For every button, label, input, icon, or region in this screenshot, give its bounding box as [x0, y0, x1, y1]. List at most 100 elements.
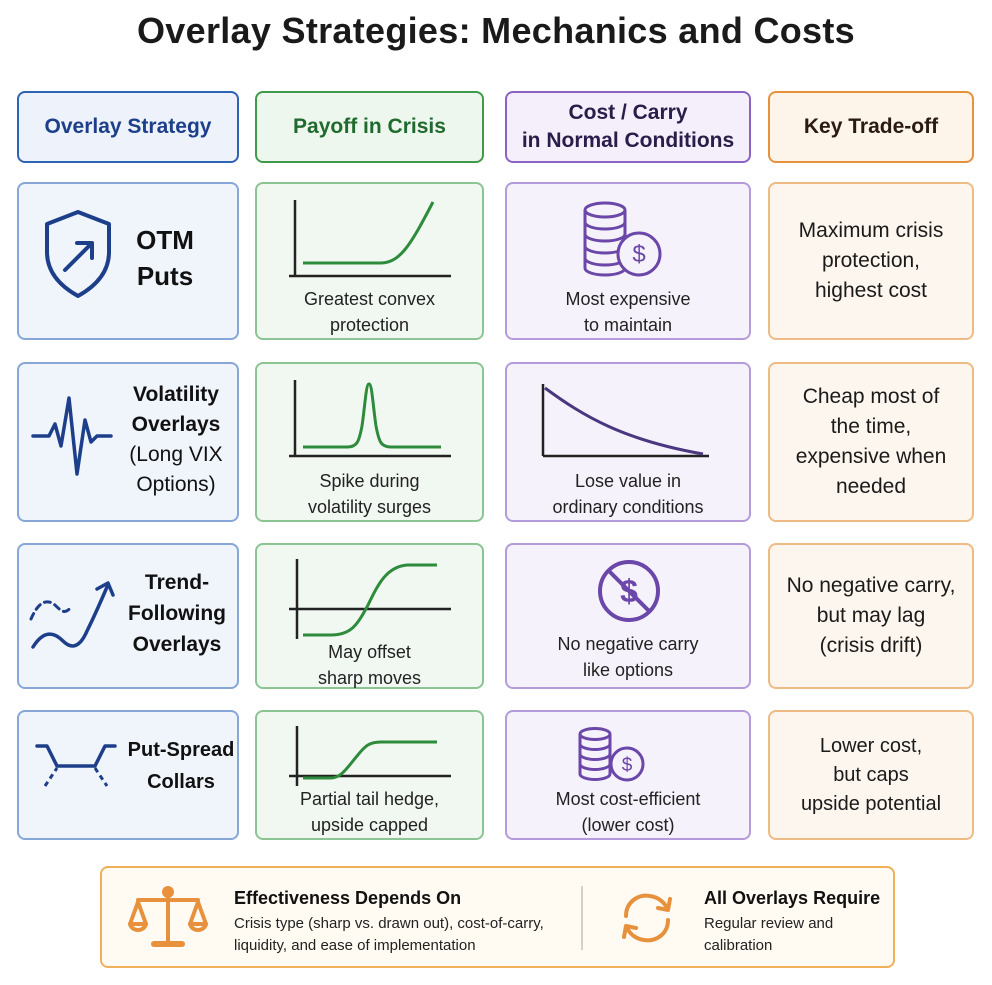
payoff-caption: Partial tail hedge, upside capped — [257, 786, 482, 838]
strategy-name: Volatility Overlays (Long VIX Options) — [121, 380, 231, 500]
caption-line: (lower cost) — [581, 815, 675, 835]
caption-line: Partial tail hedge, — [299, 789, 440, 809]
header-strategy-label: Overlay Strategy — [44, 115, 212, 138]
decay-curve-icon — [541, 384, 709, 458]
s-curve-payoff-chart-icon — [289, 559, 451, 639]
tradeoff-line: the time, — [830, 415, 912, 438]
row-collars-strategy: Put-Spread Collars — [17, 710, 239, 840]
tradeoff-text: Cheap most of the time, expensive when n… — [770, 364, 972, 520]
caption-line: No negative carry — [557, 634, 699, 654]
convex-payoff-chart-icon — [289, 200, 451, 278]
header-strategy: Overlay Strategy — [17, 91, 239, 163]
tradeoff-text: No negative carry, but may lag (crisis d… — [770, 545, 972, 687]
row-trend-payoff: May offset sharp moves — [255, 543, 484, 689]
shield-arrow-icon — [45, 210, 111, 298]
strategy-name-line: Puts — [136, 261, 194, 291]
balance-scale-icon — [128, 886, 208, 947]
header-tradeoff: Key Trade-off — [768, 91, 974, 163]
footer-text-line: liquidity, and ease of implementation — [234, 937, 476, 954]
tradeoff-line: highest cost — [814, 279, 928, 302]
row-volatility-strategy: Volatility Overlays (Long VIX Options) — [17, 362, 239, 522]
tradeoff-line: but caps — [833, 763, 909, 786]
svg-text:$: $ — [620, 573, 638, 609]
trend-arrow-icon — [29, 581, 115, 649]
coin-stack-dollar-icon: $ — [583, 201, 662, 277]
strategy-name: OTM Puts — [115, 222, 215, 294]
caption-line: to maintain — [583, 315, 673, 335]
payoff-caption: Spike during volatility surges — [257, 468, 482, 520]
footer-divider — [581, 886, 583, 950]
strategy-name-line: Collars — [147, 771, 215, 793]
svg-text:$: $ — [632, 241, 645, 268]
cost-caption: Lose value in ordinary conditions — [507, 468, 749, 520]
header-cost: Cost / Carry in Normal Conditions — [505, 91, 751, 163]
refresh-cycle-icon — [622, 893, 672, 943]
header-payoff-label: Payoff in Crisis — [293, 115, 446, 138]
spike-payoff-chart-icon — [289, 380, 451, 458]
no-dollar-icon: $ — [598, 560, 660, 622]
caption-line: protection — [329, 315, 410, 335]
row-otm-puts-payoff: Greatest convex protection — [255, 182, 484, 340]
header-tradeoff-label: Key Trade-off — [803, 115, 939, 138]
tradeoff-line: protection, — [821, 249, 921, 272]
collar-shape-icon — [35, 744, 117, 787]
caption-line: Spike during — [319, 471, 420, 491]
caption-line: Greatest convex — [303, 289, 436, 309]
footer-panel: Effectiveness Depends On Crisis type (sh… — [100, 866, 895, 968]
svg-text:$: $ — [622, 755, 633, 776]
tradeoff-line: upside potential — [800, 792, 942, 815]
strategy-name: Put-Spread Collars — [123, 734, 239, 798]
row-trend-strategy: Trend- Following Overlays — [17, 543, 239, 689]
row-otm-puts-cost: $ Most expensive to maintain — [505, 182, 751, 340]
header-cost-label-1: Cost / Carry — [568, 101, 688, 124]
caption-line: May offset — [328, 642, 411, 662]
strategy-name-line: Volatility — [133, 383, 219, 406]
caption-line: like options — [582, 660, 674, 680]
cost-caption: No negative carry like options — [507, 631, 749, 683]
strategy-name-line: (Long VIX — [129, 443, 223, 466]
row-volatility-payoff: Spike during volatility surges — [255, 362, 484, 522]
header-payoff: Payoff in Crisis — [255, 91, 484, 163]
cost-caption: Most cost-efficient (lower cost) — [507, 786, 749, 838]
tradeoff-line: Lower cost, — [819, 734, 923, 757]
caption-line: Lose value in — [574, 471, 682, 491]
row-otm-puts-strategy: OTM Puts — [17, 182, 239, 340]
tradeoff-line: No negative carry, — [786, 574, 956, 597]
tradeoff-line: (crisis drift) — [819, 634, 923, 657]
page-title: Overlay Strategies: Mechanics and Costs — [137, 10, 855, 51]
tradeoff-text: Lower cost, but caps upside potential — [770, 712, 972, 838]
row-volatility-cost: Lose value in ordinary conditions — [505, 362, 751, 522]
footer-text-line: Regular review and — [704, 915, 834, 932]
tradeoff-line: needed — [835, 475, 907, 498]
footer-text-line: Crisis type (sharp vs. drawn out), cost-… — [234, 915, 544, 932]
caption-line: Most cost-efficient — [555, 789, 701, 809]
strategy-name-line: Following — [128, 602, 226, 625]
small-coin-stack-icon: $ — [578, 727, 645, 782]
row-trend-tradeoff: No negative carry, but may lag (crisis d… — [768, 543, 974, 689]
strategy-name: Trend- Following Overlays — [123, 567, 231, 660]
strategy-name-line: Put-Spread — [127, 739, 235, 761]
row-otm-puts-tradeoff: Maximum crisis protection, highest cost — [768, 182, 974, 340]
header-cost-label-2: in Normal Conditions — [521, 129, 735, 152]
tradeoff-line: Cheap most of — [802, 385, 940, 408]
strategy-name-line: Trend- — [144, 571, 210, 594]
caption-line: volatility surges — [307, 497, 432, 517]
tradeoff-line: Maximum crisis — [798, 219, 944, 242]
capped-payoff-chart-icon — [289, 726, 451, 786]
strategy-name-line: OTM — [136, 225, 194, 255]
payoff-caption: Greatest convex protection — [257, 286, 482, 338]
strategy-name-line: Overlays — [132, 633, 222, 656]
cost-caption: Most expensive to maintain — [507, 286, 749, 338]
strategy-name-line: Overlays — [131, 413, 221, 436]
payoff-caption: May offset sharp moves — [257, 639, 482, 691]
tradeoff-line: expensive when — [795, 445, 947, 468]
caption-line: sharp moves — [317, 668, 422, 688]
tradeoff-line: but may lag — [816, 604, 926, 627]
footer-right-title: All Overlays Require — [704, 888, 881, 908]
row-collars-cost: $ Most cost-efficient (lower cost) — [505, 710, 751, 840]
row-volatility-tradeoff: Cheap most of the time, expensive when n… — [768, 362, 974, 522]
strategy-name-line: Options) — [136, 473, 216, 496]
caption-line: ordinary conditions — [552, 497, 704, 517]
row-collars-tradeoff: Lower cost, but caps upside potential — [768, 710, 974, 840]
row-trend-cost: $ No negative carry like options — [505, 543, 751, 689]
